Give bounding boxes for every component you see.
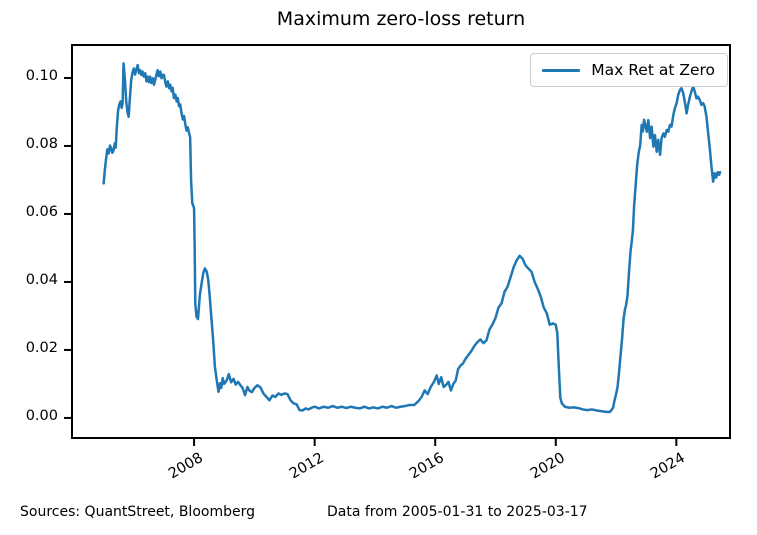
y-tick-label: 0.02: [25, 339, 58, 356]
legend-line-sample: [542, 68, 581, 72]
legend: Max Ret at Zero: [530, 53, 728, 87]
footer-date-range: Data from 2005-01-31 to 2025-03-17: [326, 504, 588, 520]
y-tick-label: 0.04: [25, 271, 58, 288]
legend-label: Max Ret at Zero: [591, 61, 715, 79]
plot-frame: [71, 44, 731, 439]
data-line: [102, 62, 722, 414]
chart-title: Maximum zero-loss return: [276, 8, 526, 30]
footer-sources: Sources: QuantStreet, Bloomberg: [20, 504, 255, 520]
footer-caption: Sources: QuantStreet, Bloomberg Data fro…: [20, 504, 740, 520]
y-tick-label: 0.06: [25, 203, 58, 220]
y-tick-label: 0.10: [25, 67, 58, 84]
y-tick-label: 0.00: [25, 407, 58, 424]
y-tick-label: 0.08: [25, 135, 58, 152]
